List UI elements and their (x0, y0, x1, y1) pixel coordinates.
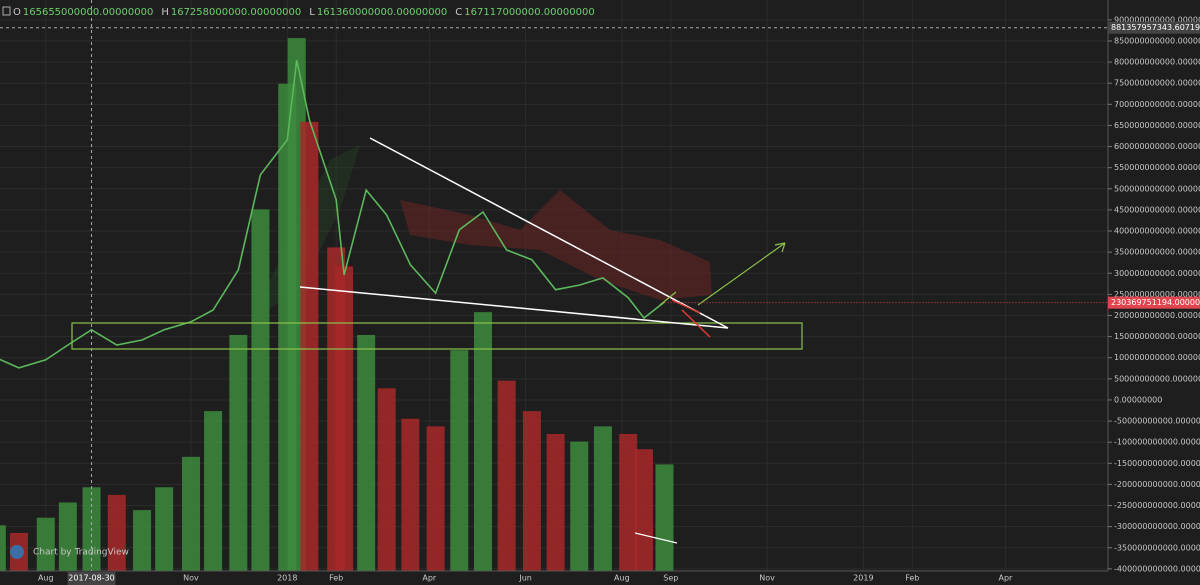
ohlc-value: 167117000000.00000000 (464, 7, 594, 18)
x-tick-label: Feb (905, 574, 919, 583)
y-tick-label: 400000000000.00000000 (1114, 227, 1200, 236)
volume-bar (0, 525, 6, 571)
price (0, 59, 665, 369)
y-tick-label: 350000000000.00000000 (1114, 248, 1200, 257)
y-tick-label: -350000000000.00000000 (1114, 543, 1200, 552)
x-tick-label: 2018 (277, 574, 297, 583)
price-axis (1108, 0, 1200, 585)
volume-bar (335, 266, 354, 571)
ohlc-label: H (161, 7, 169, 18)
y-tick-label: -400000000000.00000000 (1114, 564, 1200, 573)
x-tick-label: Sep (663, 574, 678, 583)
y-tick-label: 300000000000.00000000 (1114, 269, 1200, 278)
volume-bar (357, 334, 376, 571)
y-tick-label: 100000000000.00000000 (1114, 353, 1200, 362)
x-tick-label: Jun (518, 574, 532, 583)
crosshair-x-label: 2017-08-30 (68, 574, 115, 583)
x-tick-label: Apr (998, 574, 1013, 583)
volume-bar (107, 494, 126, 571)
volume (0, 38, 674, 572)
ohlc-value: 161360000000.00000000 (317, 7, 447, 18)
y-tick-label: 750000000000.00000000 (1114, 79, 1200, 88)
volume-bar (634, 449, 653, 571)
volume-bar (133, 510, 152, 571)
crosshair-y-label: 881357957343.60719104 (1111, 23, 1200, 32)
volume-bar (570, 441, 589, 571)
price-line (0, 59, 665, 369)
crosshair-x-box (67, 572, 116, 585)
volume-bar (181, 456, 200, 571)
ohlc-header: O 165655000000.00000000 H 167258000000.0000… (13, 7, 595, 18)
watermark: Chart by TradingView (33, 548, 129, 558)
arrow-down (681, 309, 711, 338)
y-tick-label: 650000000000.00000000 (1114, 121, 1200, 130)
x-tick-label: Apr (422, 574, 437, 583)
volume-bar (426, 426, 445, 571)
trendline-upper (369, 137, 729, 329)
volume-bar (300, 121, 319, 572)
ichimoku-cloud (400, 190, 712, 300)
ohlc-value: 167258000000.00000000 (171, 7, 301, 18)
x-tick-label: Aug (614, 574, 630, 583)
x-tick-label: 2019 (853, 574, 873, 583)
y-tick-label: 600000000000.00000000 (1114, 142, 1200, 151)
y-tick-label: -150000000000.00000000 (1114, 459, 1200, 468)
y-tick-label: 550000000000.00000000 (1114, 163, 1200, 172)
volume-bar (473, 312, 492, 571)
volume-bar (619, 433, 638, 571)
y-tick-label: -50000000000.00000000 (1114, 417, 1200, 426)
y-tick-label: 250000000000.00000000 (1114, 290, 1200, 299)
volume-bar (450, 350, 469, 571)
volume-bar (377, 388, 396, 571)
volume-bar (204, 411, 223, 571)
support-zone (71, 322, 803, 350)
volume-bar (155, 487, 174, 571)
x-tick-label: Nov (183, 574, 199, 583)
volume-bar (497, 380, 516, 571)
y-tick-label: 900000000000.00000000 (1114, 15, 1200, 24)
y-tick-label: -100000000000.00000000 (1114, 438, 1200, 447)
y-tick-label: 700000000000.00000000 (1114, 100, 1200, 109)
x-tick-label: Aug (38, 574, 54, 583)
x-tick-label: Feb (329, 574, 343, 583)
ohlc-label: L (309, 7, 315, 18)
y-tick-label: -300000000000.00000000 (1114, 522, 1200, 531)
volume-bar (229, 334, 248, 571)
y-tick-label: 800000000000.00000000 (1114, 58, 1200, 67)
volume-bar (522, 411, 541, 571)
y-tick-label: -200000000000.00000000 (1114, 480, 1200, 489)
y-tick-label: 200000000000.00000000 (1114, 311, 1200, 320)
y-tick-label: 150000000000.00000000 (1114, 332, 1200, 341)
volume-bar (593, 426, 612, 571)
y-tick-label: 850000000000.00000000 (1114, 36, 1200, 45)
arrow-small (659, 291, 677, 306)
trendline-lower (299, 286, 729, 329)
header-icon (2, 6, 11, 16)
arrow-up (697, 242, 786, 306)
ohlc-label: C (455, 7, 462, 18)
logo (10, 545, 24, 559)
volume-bar (36, 517, 55, 571)
volume-bar (546, 433, 565, 571)
arrow-head (774, 242, 786, 253)
y-tick-label: 0.00000000 (1114, 395, 1162, 404)
volume-bar (251, 209, 270, 571)
crosshair-y-box (1108, 21, 1200, 34)
y-tick-label: -250000000000.00000000 (1114, 501, 1200, 510)
last-price-box (1108, 296, 1200, 309)
y-tick-label: 50000000000.00000000 (1114, 374, 1200, 383)
time-axis (0, 571, 1108, 585)
last-price-label: 230369751194.00000000 (1111, 298, 1200, 307)
ohlc-label: O (13, 7, 21, 18)
volume-bar (655, 464, 674, 571)
volume-bar (58, 502, 77, 571)
volume-trendline (634, 532, 678, 544)
x-tick-label: Nov (759, 574, 775, 583)
ohlc-value: 165655000000.00000000 (23, 7, 153, 18)
y-tick-label: 500000000000.00000000 (1114, 184, 1200, 193)
volume-bar (401, 418, 420, 571)
y-tick-label: 450000000000.00000000 (1114, 205, 1200, 214)
